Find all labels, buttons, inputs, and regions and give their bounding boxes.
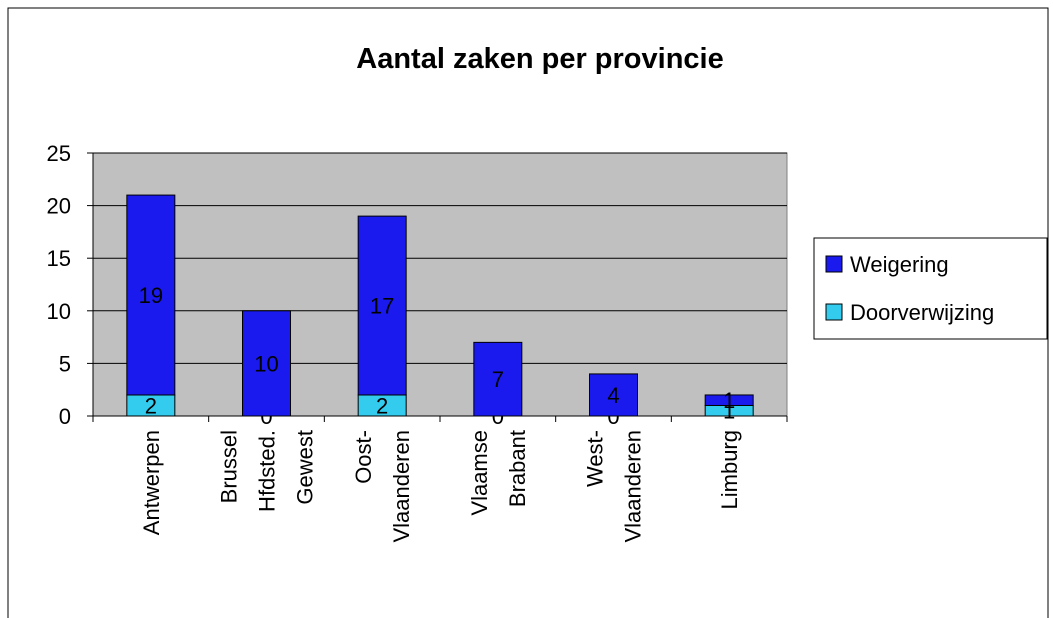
x-tick-label: Hfdsted. xyxy=(255,430,280,512)
x-tick-label: Gewest xyxy=(293,430,318,505)
legend-label: Weigering xyxy=(850,252,949,277)
bar-segment xyxy=(589,373,638,417)
data-label: 4 xyxy=(607,383,619,408)
data-label: 1 xyxy=(723,388,735,413)
legend-swatch xyxy=(825,303,843,321)
x-tick-label: Antwerpen xyxy=(139,430,164,535)
x-tick-label: Vlaanderen xyxy=(389,430,414,543)
legend-box xyxy=(813,237,1048,340)
y-tick-label: 10 xyxy=(47,299,71,324)
x-tick-label: Brussel xyxy=(217,430,242,503)
x-tick-label: Limburg xyxy=(717,430,742,509)
y-tick-label: 20 xyxy=(47,194,71,219)
data-label: 10 xyxy=(254,351,278,376)
y-tick-label: 25 xyxy=(47,141,71,166)
x-tick-label: Brabant xyxy=(505,430,530,507)
x-tick-label: Oost- xyxy=(351,430,376,484)
y-tick-label: 15 xyxy=(47,246,71,271)
bar-segment xyxy=(242,310,291,417)
x-tick-label: Vlaanderen xyxy=(621,430,646,543)
y-tick-label: 5 xyxy=(59,351,71,376)
data-label: 19 xyxy=(139,283,163,308)
data-label: 7 xyxy=(492,367,504,392)
bar-segment xyxy=(357,215,407,396)
bar-segment xyxy=(473,341,523,417)
legend-swatch xyxy=(825,255,843,273)
plot-area xyxy=(92,152,788,417)
legend-label: Doorverwijzing xyxy=(850,300,994,325)
data-label: 17 xyxy=(370,294,394,319)
data-label: 2 xyxy=(376,393,388,418)
chart-title: Aantal zaken per provincie xyxy=(356,43,723,75)
bar-segment xyxy=(704,394,754,406)
x-tick-label: Vlaamse xyxy=(467,430,492,516)
x-tick-label: West- xyxy=(583,430,608,487)
y-tick-label: 0 xyxy=(59,404,71,429)
data-label: 2 xyxy=(145,393,157,418)
bar-segment xyxy=(126,194,176,396)
